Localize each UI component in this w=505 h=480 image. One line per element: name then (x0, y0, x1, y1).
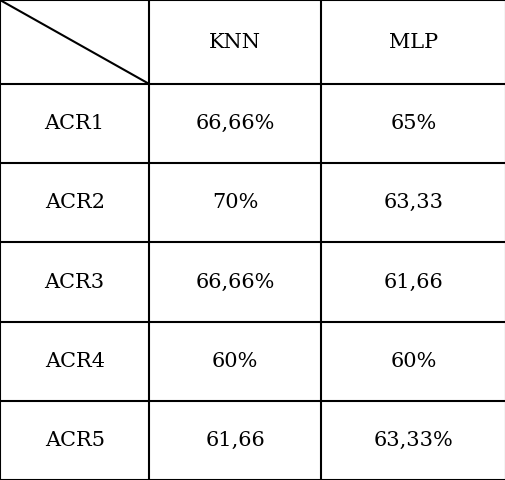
Text: ACR2: ACR2 (44, 193, 105, 212)
Text: 60%: 60% (212, 352, 258, 371)
Text: 66,66%: 66,66% (195, 114, 274, 133)
Text: 63,33: 63,33 (383, 193, 443, 212)
Text: 60%: 60% (390, 352, 436, 371)
Text: 65%: 65% (390, 114, 436, 133)
Text: ACR3: ACR3 (44, 273, 105, 291)
Text: KNN: KNN (209, 33, 261, 51)
Text: MLP: MLP (388, 33, 437, 51)
Text: 66,66%: 66,66% (195, 273, 274, 291)
Text: 70%: 70% (212, 193, 258, 212)
Text: 61,66: 61,66 (383, 273, 443, 291)
Text: 63,33%: 63,33% (373, 431, 452, 450)
Text: ACR4: ACR4 (44, 352, 105, 371)
Text: ACR1: ACR1 (44, 114, 105, 133)
Text: 61,66: 61,66 (205, 431, 265, 450)
Text: ACR5: ACR5 (44, 431, 105, 450)
